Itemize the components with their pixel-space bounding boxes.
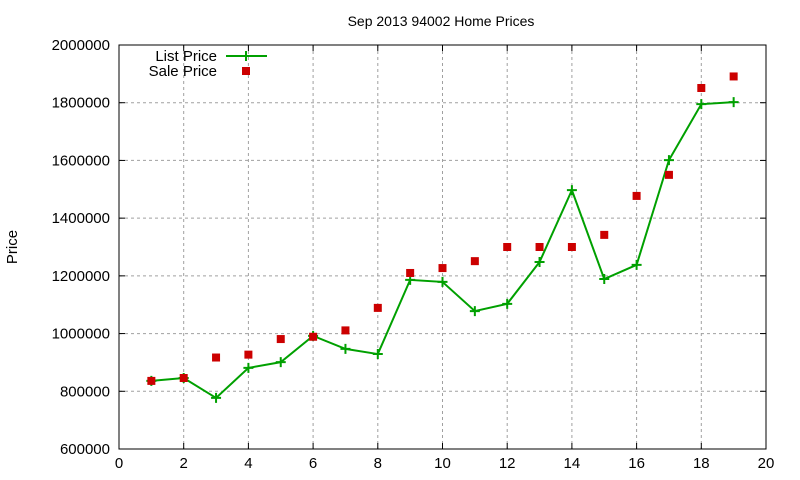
plus-marker (631, 259, 642, 270)
plus-marker (211, 392, 222, 403)
square-marker (212, 353, 221, 362)
series-layer (146, 72, 739, 403)
plus-marker (340, 343, 351, 354)
y-tick-label: 1200000 (52, 268, 110, 285)
legend-label: Sale Price (149, 63, 217, 80)
legend-label: List Price (155, 48, 217, 65)
y-tick-label: 800000 (60, 383, 110, 400)
grid-lines (119, 45, 766, 449)
square-marker (147, 376, 156, 385)
series-sale-price (147, 72, 738, 385)
square-marker (244, 350, 253, 359)
square-marker (406, 268, 415, 277)
legend-square-swatch (242, 67, 250, 75)
plus-marker (728, 97, 739, 108)
plus-marker (243, 362, 254, 373)
plus-marker (599, 274, 610, 285)
square-marker (341, 326, 350, 335)
plus-marker (566, 185, 577, 196)
square-marker (309, 332, 318, 341)
square-marker (567, 243, 576, 251)
x-tick-label: 20 (758, 455, 775, 472)
x-tick-label: 12 (499, 455, 516, 472)
y-axis-label: Price (4, 230, 21, 264)
axis-ticks: 0 2 4 6 8 10 12 14 16 18 20 600000 800000 1000000 1200… (52, 37, 775, 472)
x-tick-label: 10 (434, 455, 451, 472)
plus-marker (437, 276, 448, 287)
square-marker (535, 243, 544, 251)
x-tick-label: 14 (564, 455, 581, 472)
square-marker (600, 230, 609, 239)
y-tick-label: 1800000 (52, 95, 110, 112)
square-marker (470, 257, 479, 266)
y-tick-label: 1400000 (52, 210, 110, 227)
x-tick-label: 8 (374, 455, 382, 472)
square-marker (503, 243, 512, 251)
x-tick-label: 0 (115, 455, 123, 472)
plus-marker (502, 298, 513, 309)
y-tick-label: 1000000 (52, 326, 110, 343)
plus-marker (469, 306, 480, 317)
square-marker (729, 72, 738, 81)
plus-marker (275, 357, 286, 368)
square-marker (632, 191, 641, 200)
square-marker (373, 303, 382, 312)
x-tick-label: 18 (693, 455, 710, 472)
y-tick-label: 2000000 (52, 37, 110, 54)
plus-marker (663, 155, 674, 166)
y-tick-label: 1600000 (52, 152, 110, 169)
chart-title: Sep 2013 94002 Home Prices (348, 13, 535, 29)
x-tick-label: 4 (244, 455, 252, 472)
square-marker (276, 335, 285, 344)
y-tick-label: 600000 (60, 441, 110, 458)
plus-marker (534, 257, 545, 268)
plot-border (118, 44, 767, 450)
plus-marker (372, 349, 383, 360)
square-marker (697, 83, 706, 92)
x-tick-label: 2 (180, 455, 188, 472)
square-marker (438, 264, 447, 273)
plus-marker (696, 99, 707, 110)
x-tick-label: 16 (628, 455, 645, 472)
x-tick-label: 6 (309, 455, 317, 472)
square-marker (664, 170, 673, 179)
square-marker (179, 374, 188, 383)
